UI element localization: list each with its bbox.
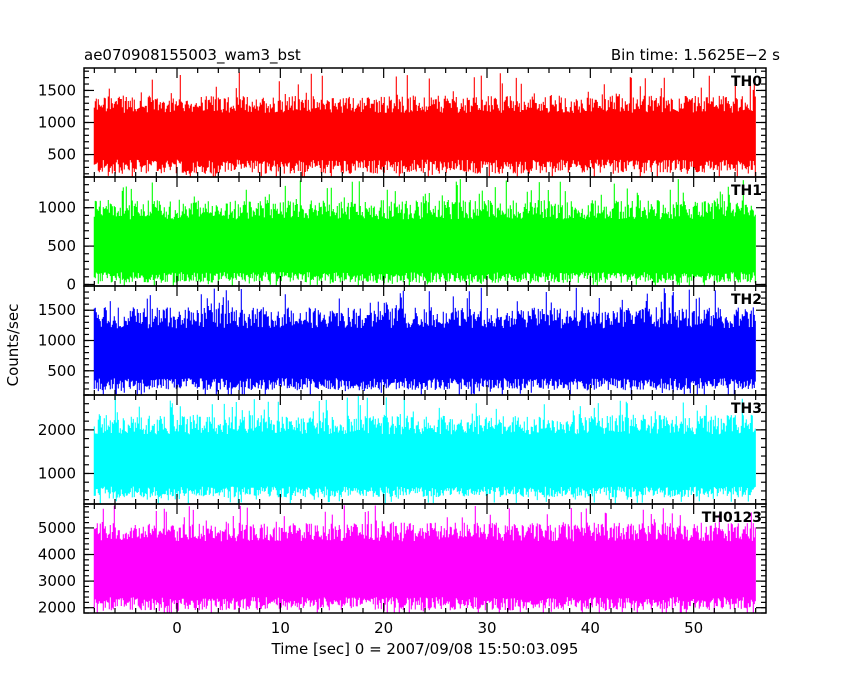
x-axis-label: Time [sec] 0 = 2007/09/08 15:50:03.095 (271, 640, 579, 658)
x-tick-label: 40 (581, 619, 600, 637)
panel-label-th3: TH3 (731, 401, 762, 417)
y-tick-label: 1000 (38, 332, 76, 350)
series-th0123-trace (93, 505, 756, 613)
panel-label-th0123: TH0123 (702, 510, 762, 526)
series-th3-trace (93, 396, 756, 504)
x-tick-label: 50 (684, 619, 703, 637)
y-tick-label: 500 (47, 146, 76, 164)
y-tick-label: 1500 (38, 301, 76, 319)
y-axis-label: Counts/sec (4, 304, 22, 387)
y-tick-label: 2000 (38, 421, 76, 439)
bin-time-label: Bin time: 1.5625E−2 s (611, 46, 780, 64)
series-th1-trace (93, 179, 756, 286)
x-tick-label: 0 (172, 619, 182, 637)
x-tick-label: 20 (374, 619, 393, 637)
series-th0-trace (93, 72, 756, 177)
y-tick-label: 1000 (38, 114, 76, 132)
y-tick-label: 0 (66, 275, 76, 293)
y-tick-label: 4000 (38, 546, 76, 564)
x-tick-label: 10 (271, 619, 290, 637)
y-tick-label: 1000 (38, 199, 76, 217)
x-tick-label: 30 (477, 619, 496, 637)
y-tick-label: 1000 (38, 464, 76, 482)
panel-label-th2: TH2 (731, 292, 762, 308)
series-th2-trace (93, 287, 756, 395)
y-tick-label: 5000 (38, 519, 76, 537)
y-tick-label: 1500 (38, 81, 76, 99)
y-tick-label: 2000 (38, 599, 76, 617)
panel-label-th1: TH1 (731, 183, 762, 199)
panel-label-th0: TH0 (731, 74, 762, 90)
y-tick-label: 3000 (38, 572, 76, 590)
chart-title: ae070908155003_wam3_bst (84, 46, 301, 65)
y-tick-label: 500 (47, 237, 76, 255)
y-tick-label: 500 (47, 362, 76, 380)
